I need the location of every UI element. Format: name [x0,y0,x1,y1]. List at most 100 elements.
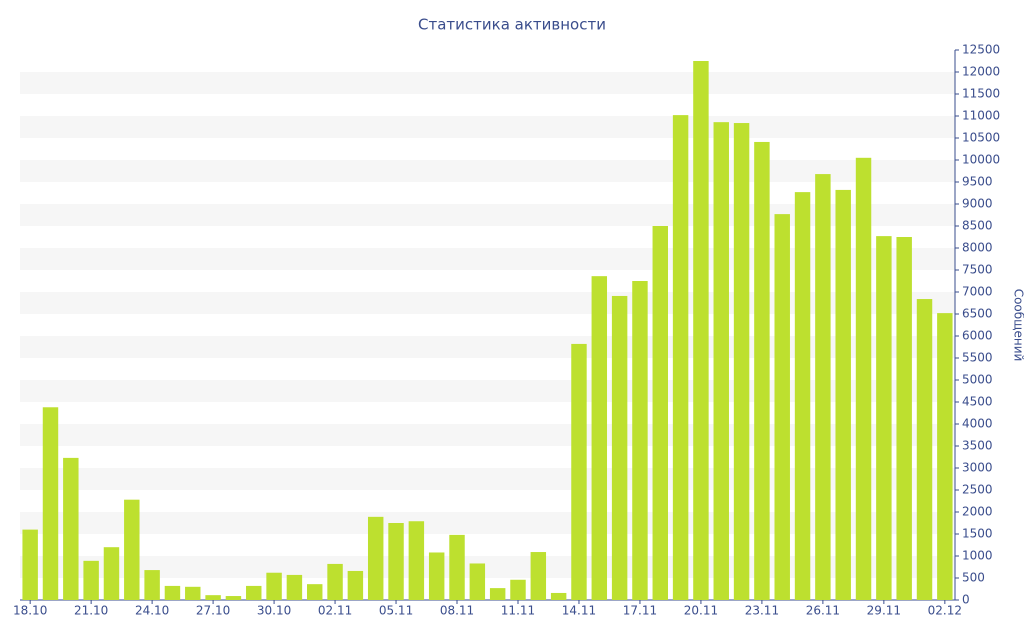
bar [103,547,120,600]
x-tick-label: 17.11 [623,604,657,618]
bar [815,174,831,600]
grid-band [20,336,955,358]
bar [266,572,282,600]
bar [307,584,323,600]
y-tick-label: 10500 [962,131,1000,145]
y-tick-label: 6500 [962,307,993,321]
bar [571,343,587,600]
x-tick-label: 18.10 [13,604,47,618]
y-tick-label: 0 [962,593,970,607]
y-tick-label: 11000 [962,109,1000,123]
y-tick-label: 11500 [962,87,1000,101]
bar [388,523,404,600]
bar [408,521,425,600]
y-tick-label: 2500 [962,483,993,497]
bar [916,299,933,600]
bar [550,592,567,600]
bar [205,595,221,600]
bar [225,596,242,600]
y-tick-label: 1000 [962,549,993,563]
y-tick-label: 8500 [962,219,993,233]
y-tick-label: 5500 [962,351,993,365]
x-tick-label: 26.11 [806,604,840,618]
y-tick-label: 8000 [962,241,993,255]
y-tick-label: 4000 [962,417,993,431]
bar [124,499,140,600]
x-tick-label: 30.10 [257,604,291,618]
x-tick-label: 29.11 [867,604,901,618]
grid-band [20,468,955,490]
grid-band [20,116,955,138]
x-tick-label: 11.11 [501,604,535,618]
bar [327,563,343,600]
bar [185,586,201,600]
x-tick-label: 20.11 [684,604,718,618]
bar [611,295,628,600]
bar [367,516,384,600]
x-tick-label: 02.12 [928,604,962,618]
x-tick-label: 21.10 [74,604,108,618]
grid-band [20,72,955,94]
y-tick-label: 7500 [962,263,993,277]
bar [63,457,79,600]
y-tick-label: 3000 [962,461,993,475]
bar [83,560,99,600]
grid-band [20,248,955,270]
bar [428,552,445,600]
y-axis-label: Сообщений [1012,289,1024,362]
bar [713,122,729,600]
bar [794,192,811,600]
bar [835,189,851,601]
x-tick-label: 08.11 [440,604,474,618]
y-tick-label: 9500 [962,175,993,189]
bar [774,214,790,600]
bar [449,534,465,600]
bar [286,574,303,600]
grid-band [20,512,955,534]
bar [530,552,547,600]
y-tick-label: 4500 [962,395,993,409]
bar [896,237,912,600]
x-tick-label: 24.10 [135,604,169,618]
grid-band [20,292,955,314]
bar [672,115,689,601]
bar [42,407,59,600]
bar [876,236,892,600]
grid-band [20,160,955,182]
bar [591,276,608,600]
bar [693,61,709,600]
bar [144,570,160,600]
y-tick-label: 5000 [962,373,993,387]
grid-band [20,380,955,402]
bar [510,579,526,600]
x-tick-label: 02.11 [318,604,352,618]
bar [937,313,953,600]
y-tick-label: 10000 [962,153,1000,167]
y-tick-label: 12500 [962,43,1000,57]
grid-band [20,424,955,446]
x-tick-label: 27.10 [196,604,230,618]
bar [733,123,750,600]
grid-band [20,204,955,226]
y-tick-label: 9000 [962,197,993,211]
y-tick-label: 3500 [962,439,993,453]
y-tick-label: 12000 [962,65,1000,79]
y-tick-label: 6000 [962,329,993,343]
bar [652,226,668,600]
bar [855,157,872,601]
x-tick-label: 14.11 [562,604,596,618]
bar [164,585,181,600]
y-tick-label: 2000 [962,505,993,519]
y-tick-label: 7000 [962,285,993,299]
bar [632,281,648,600]
x-tick-label: 05.11 [379,604,413,618]
bar [754,141,770,600]
bar [347,570,364,600]
y-tick-label: 1500 [962,527,993,541]
x-tick-label: 23.11 [745,604,779,618]
y-tick-label: 500 [962,571,985,585]
chart-title: Статистика активности [418,16,606,34]
bar [22,529,38,600]
bar [489,588,506,600]
